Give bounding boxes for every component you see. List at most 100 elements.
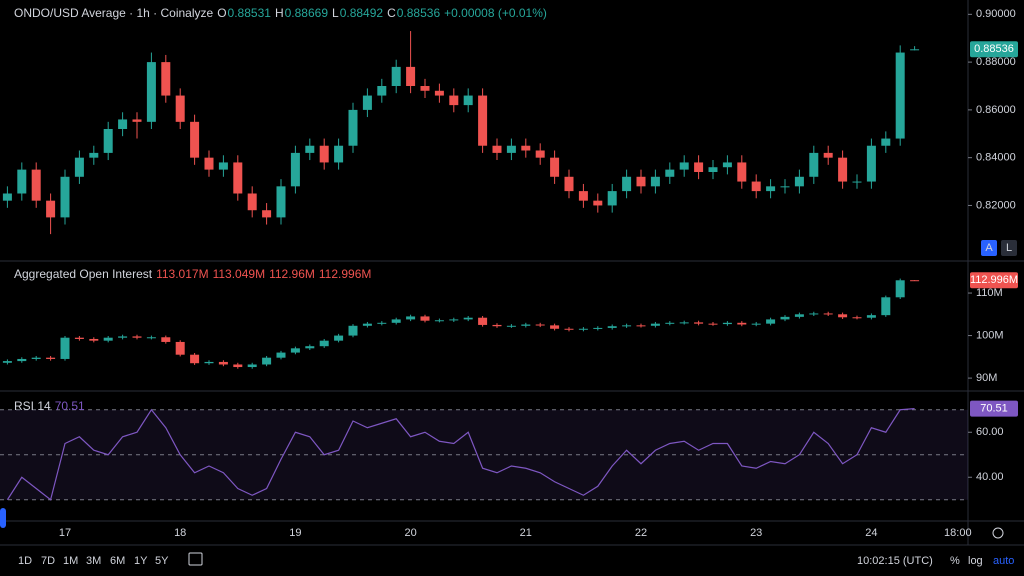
edge-handle[interactable]: [0, 508, 6, 528]
candle-body: [794, 176, 804, 187]
candle-body: [809, 313, 819, 315]
candle-body: [290, 152, 300, 187]
candle-body: [463, 95, 473, 106]
x-tick-label: 23: [750, 527, 762, 539]
scale-option[interactable]: log: [968, 555, 983, 567]
y-tick-label: 100M: [976, 329, 1004, 341]
scale-option[interactable]: %: [950, 555, 960, 567]
candle-body: [881, 138, 891, 146]
pane-title: Aggregated Open Interest: [14, 267, 153, 281]
candle-body: [823, 313, 833, 315]
candle-body: [895, 280, 905, 298]
candle-body: [290, 348, 300, 353]
scale-button-label[interactable]: A: [985, 242, 993, 254]
candle-body: [521, 145, 531, 151]
legend-value: 112.96M: [269, 267, 315, 281]
candle-body: [175, 95, 185, 122]
candle-body: [146, 62, 156, 122]
rsi-line: [6, 408, 915, 501]
legend-value: 112.996M: [318, 267, 372, 281]
candle-body: [449, 319, 459, 321]
candle-body: [377, 322, 387, 324]
range-button[interactable]: 1M: [63, 555, 78, 567]
candle-body: [910, 280, 920, 282]
candle-body: [492, 324, 502, 327]
candle-body: [247, 364, 257, 368]
y-tick-label: 0.90000: [976, 8, 1016, 20]
candle-body: [780, 186, 790, 188]
y-tick-label: 0.86000: [976, 104, 1016, 116]
candle-body: [17, 358, 27, 362]
scale-button-label[interactable]: L: [1006, 242, 1012, 254]
candle-body: [708, 323, 718, 325]
candle-body: [521, 324, 531, 326]
last-value-label: 70.51: [980, 403, 1008, 415]
candle-body: [60, 337, 70, 359]
x-tick-label: 19: [289, 527, 301, 539]
candle-body: [420, 316, 430, 321]
candle-body: [838, 157, 848, 182]
calendar-icon[interactable]: [188, 552, 203, 566]
candle-body: [665, 322, 675, 324]
candle-body: [895, 52, 905, 139]
candle-body: [319, 340, 329, 347]
candle-body: [434, 320, 444, 322]
legend-value: 70.51: [54, 399, 85, 413]
range-button[interactable]: 6M: [110, 555, 125, 567]
candle-body: [535, 324, 545, 326]
pane-title: RSI 14: [14, 399, 51, 413]
x-tick-label: 17: [59, 527, 71, 539]
candle-body: [2, 193, 12, 201]
candle-body: [348, 325, 358, 336]
candle-body: [305, 145, 315, 153]
price-legend: ONDO/USD Average · 1h · Coinalyze O0.8853…: [14, 6, 551, 20]
candle-body: [175, 341, 185, 355]
candle-body: [650, 323, 660, 326]
candle-body: [506, 325, 516, 327]
candle-body: [103, 129, 113, 153]
oi-legend: Aggregated Open Interest 113.017M 113.049M…: [14, 267, 375, 281]
candle-body: [593, 200, 603, 206]
candle-body: [305, 346, 315, 349]
y-tick-label: 0.82000: [976, 199, 1016, 211]
candle-body: [722, 162, 732, 168]
y-tick-label: 110M: [976, 287, 1003, 299]
candle-body: [31, 357, 41, 359]
range-button[interactable]: 7D: [41, 555, 55, 567]
candle-body: [434, 90, 444, 96]
scale-option[interactable]: auto: [993, 555, 1014, 567]
settings-icon[interactable]: [992, 527, 1004, 539]
candle-body: [362, 323, 372, 326]
range-button[interactable]: 1Y: [134, 555, 148, 567]
ohlc-key: O: [217, 6, 227, 20]
scale-button[interactable]: [1001, 240, 1017, 256]
candle-body: [2, 361, 12, 363]
candle-body: [751, 181, 761, 192]
candle-body: [607, 191, 617, 206]
candle-body: [406, 316, 416, 320]
candle-body: [492, 145, 502, 153]
range-button[interactable]: 5Y: [155, 555, 169, 567]
candle-body: [737, 162, 747, 182]
candle-body: [636, 176, 646, 187]
range-button[interactable]: 1D: [18, 555, 32, 567]
candle-body: [132, 336, 142, 338]
scale-button[interactable]: [981, 240, 997, 256]
candle-body: [852, 181, 862, 183]
candle-body: [866, 145, 876, 182]
candle-body: [564, 176, 574, 192]
candle-body: [74, 337, 84, 339]
candle-body: [708, 167, 718, 172]
candle-body: [89, 338, 99, 341]
candle-body: [391, 319, 401, 323]
candle-body: [838, 314, 848, 318]
ohlc-key: H: [274, 6, 284, 20]
candle-body: [737, 322, 747, 325]
candle-body: [420, 86, 430, 91]
candle-body: [722, 322, 732, 325]
candle-body: [622, 176, 632, 192]
candle-body: [132, 119, 142, 122]
candle-body: [578, 328, 588, 330]
range-button[interactable]: 3M: [86, 555, 101, 567]
